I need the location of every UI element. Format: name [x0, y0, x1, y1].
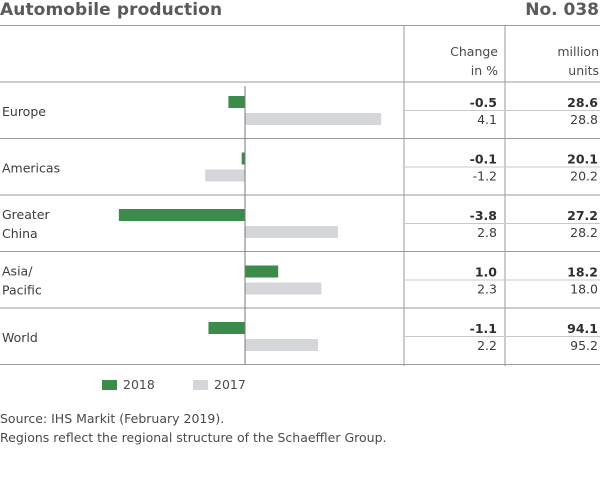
units-label-2018-greater-china: 27.2: [567, 208, 598, 223]
bar-2018-europe: [228, 96, 245, 108]
chart-number: No. 038: [525, 0, 599, 20]
bar-2017-americas: [205, 169, 245, 182]
legend-item-2018: 2018: [102, 377, 155, 392]
footnote-regions: Regions reflect the regional structure o…: [0, 430, 387, 445]
units-label-2018-asia-pacific: 18.2: [567, 265, 598, 280]
change-label-2017-asia-pacific: 2.3: [477, 282, 497, 297]
category-label-europe: Europe: [2, 104, 46, 119]
legend-label-2017: 2017: [214, 377, 246, 392]
bar-2017-greater-china: [245, 226, 338, 238]
bar-2018-greater-china: [118, 209, 245, 221]
column-header-units-line1: million: [557, 44, 599, 59]
change-label-2017-americas: -1.2: [473, 169, 497, 184]
column-header-units-line2: units: [568, 63, 599, 78]
units-label-2018-europe: 28.6: [567, 95, 598, 110]
footnote: Source: IHS Markit (February 2019). Regi…: [0, 409, 386, 447]
units-label-2017-world: 95.2: [570, 338, 598, 353]
units-label-2017-europe: 28.8: [570, 112, 598, 127]
change-label-2018-europe: -0.5: [470, 95, 497, 110]
legend-swatch-2018: [102, 379, 117, 390]
bar-2017-europe: [245, 113, 382, 125]
legend-label-2018: 2018: [123, 377, 155, 392]
legend-item-2017: 2017: [193, 377, 246, 392]
column-header-units: million units: [557, 42, 599, 80]
change-label-2017-greater-china: 2.8: [477, 225, 497, 240]
top-divider: [0, 25, 600, 26]
column-header-change-line1: Change: [450, 44, 498, 59]
category-label-asia-pacific: Pacific: [2, 283, 42, 298]
change-label-2017-europe: 4.1: [477, 112, 497, 127]
change-label-2018-world: -1.1: [470, 321, 497, 336]
bar-2017-asia-pacific: [245, 282, 322, 295]
category-label-asia-pacific: Asia/: [2, 264, 33, 279]
units-label-2017-greater-china: 28.2: [570, 225, 598, 240]
category-label-greater-china: China: [2, 226, 38, 241]
units-label-2017-asia-pacific: 18.0: [570, 282, 598, 297]
bar-2017-world: [245, 339, 319, 351]
units-label-2018-americas: 20.1: [567, 152, 598, 167]
column-header-change: Change in %: [450, 42, 498, 80]
column-header-change-line2: in %: [470, 63, 498, 78]
change-label-2017-world: 2.2: [477, 338, 497, 353]
chart-title: Automobile production: [0, 0, 223, 20]
category-label-world: World: [2, 330, 38, 345]
footnote-source: Source: IHS Markit (February 2019).: [0, 411, 225, 426]
legend-swatch-2017: [193, 379, 208, 390]
change-label-2018-americas: -0.1: [470, 152, 497, 167]
units-label-2017-americas: 20.2: [570, 169, 598, 184]
category-label-greater-china: Greater: [2, 207, 50, 222]
bar-2018-asia-pacific: [245, 265, 279, 278]
category-label-americas: Americas: [2, 161, 60, 176]
bar-2018-world: [208, 322, 245, 334]
change-label-2018-asia-pacific: 1.0: [475, 265, 497, 280]
bar-2018-americas: [241, 152, 245, 165]
units-label-2018-world: 94.1: [567, 321, 598, 336]
change-label-2018-greater-china: -3.8: [470, 208, 497, 223]
